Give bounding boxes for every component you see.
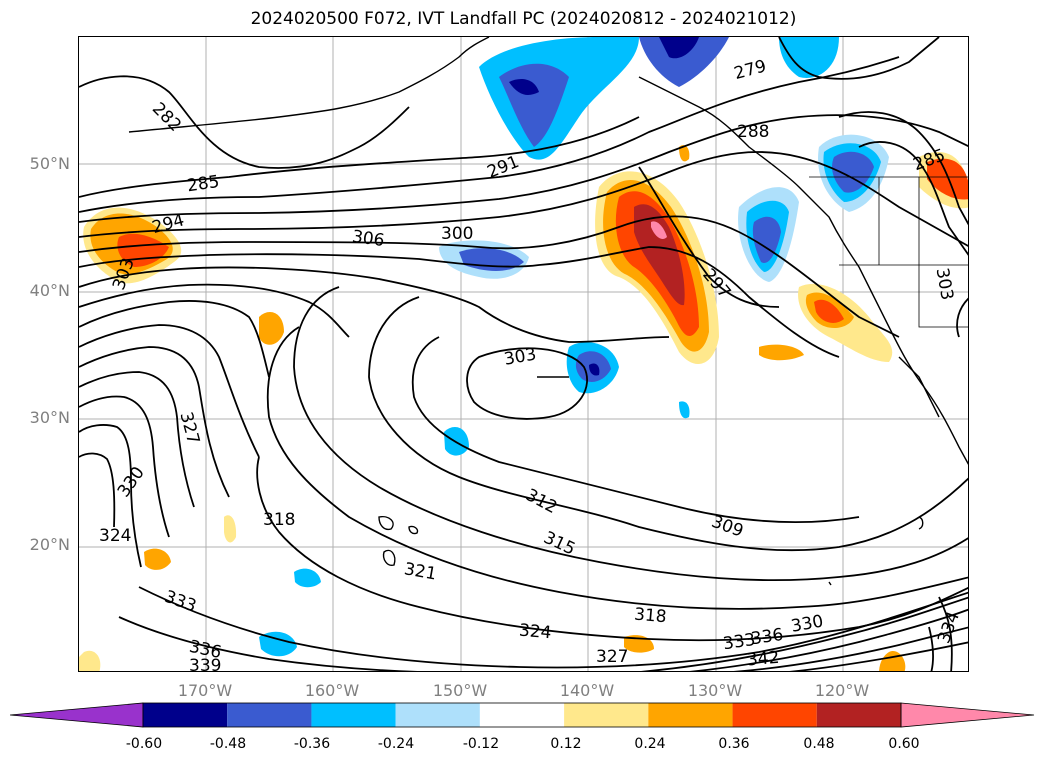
- contour-label: 285: [186, 172, 221, 196]
- contour-label: 333: [162, 587, 199, 617]
- colorbar-extend-low: [10, 702, 144, 728]
- lon-label: 150°W: [432, 681, 488, 700]
- colorbar: [10, 702, 1035, 728]
- positive-anomaly-fills: [79, 145, 968, 671]
- contour-label: 339: [189, 656, 221, 672]
- colorbar-outline: [142, 702, 902, 728]
- lon-label: 160°W: [304, 681, 360, 700]
- colorbar-tick-label: 0.12: [550, 736, 582, 752]
- contour-label: 324: [518, 621, 552, 644]
- contour-label: 279: [732, 56, 769, 84]
- lon-label: 120°W: [814, 681, 870, 700]
- map-panel: 282 285 294 303 306 300 291 279 288 285 …: [78, 36, 969, 672]
- contour-label: 342: [746, 648, 780, 671]
- colorbar-cell: [395, 703, 480, 727]
- contour-label: 336: [750, 625, 785, 649]
- lat-label: 30°N: [29, 408, 70, 427]
- colorbar-cell: [564, 703, 649, 727]
- colorbar-cell: [311, 703, 396, 727]
- colorbar-cell: [479, 703, 565, 727]
- contour-label: 318: [633, 605, 667, 628]
- colorbar-cells: [10, 702, 1035, 728]
- contour-label: 288: [737, 122, 769, 142]
- colorbar-cell: [816, 703, 901, 727]
- colorbar-tick-label: 0.36: [718, 736, 750, 752]
- contour-label: 321: [403, 559, 438, 584]
- contour-label: 330: [114, 463, 149, 501]
- contour-label: 300: [441, 224, 473, 244]
- contour-lines: [79, 37, 968, 671]
- colorbar-tick-label: -0.24: [377, 736, 415, 752]
- colorbar-tick-label: 0.24: [634, 736, 666, 752]
- colorbar-cell: [648, 703, 733, 727]
- colorbar-tick-label: -0.48: [209, 736, 247, 752]
- lat-label: 40°N: [29, 281, 70, 300]
- coastlines: [128, 37, 968, 586]
- contour-label: 315: [540, 528, 578, 560]
- contour-label: 327: [596, 647, 628, 667]
- colorbar-cell: [227, 703, 312, 727]
- lat-label: 50°N: [29, 154, 70, 173]
- lon-label: 170°W: [177, 681, 233, 700]
- map-title: 2024020500 F072, IVT Landfall PC (202402…: [250, 9, 797, 29]
- lon-label: 130°W: [687, 681, 743, 700]
- colorbar-tick-label: 0.48: [803, 736, 835, 752]
- borders: [809, 176, 968, 328]
- colorbar-tick-label: 0.60: [888, 736, 920, 752]
- contour-label: 303: [932, 266, 957, 301]
- contour-label: 318: [263, 510, 295, 530]
- negative-anomaly-fills: [259, 37, 889, 657]
- colorbar-cell: [143, 703, 228, 727]
- contour-label: 334: [934, 609, 964, 646]
- colorbar-tick-label: -0.36: [293, 736, 331, 752]
- contour-label: 303: [503, 344, 538, 369]
- lat-label: 20°N: [29, 535, 70, 554]
- map-canvas: 282 285 294 303 306 300 291 279 288 285 …: [79, 37, 968, 672]
- colorbar-extend-high: [900, 702, 1035, 728]
- contour-label: 309: [709, 512, 746, 542]
- colorbar-tick-label: -0.12: [462, 736, 500, 752]
- colorbar-tick-label: -0.60: [125, 736, 163, 752]
- contour-label: 333: [722, 630, 757, 654]
- contour-label: 312: [522, 485, 560, 518]
- lon-label: 140°W: [559, 681, 615, 700]
- contour-label: 306: [351, 227, 386, 251]
- contour-label: 324: [99, 526, 131, 546]
- colorbar-cell: [732, 703, 817, 727]
